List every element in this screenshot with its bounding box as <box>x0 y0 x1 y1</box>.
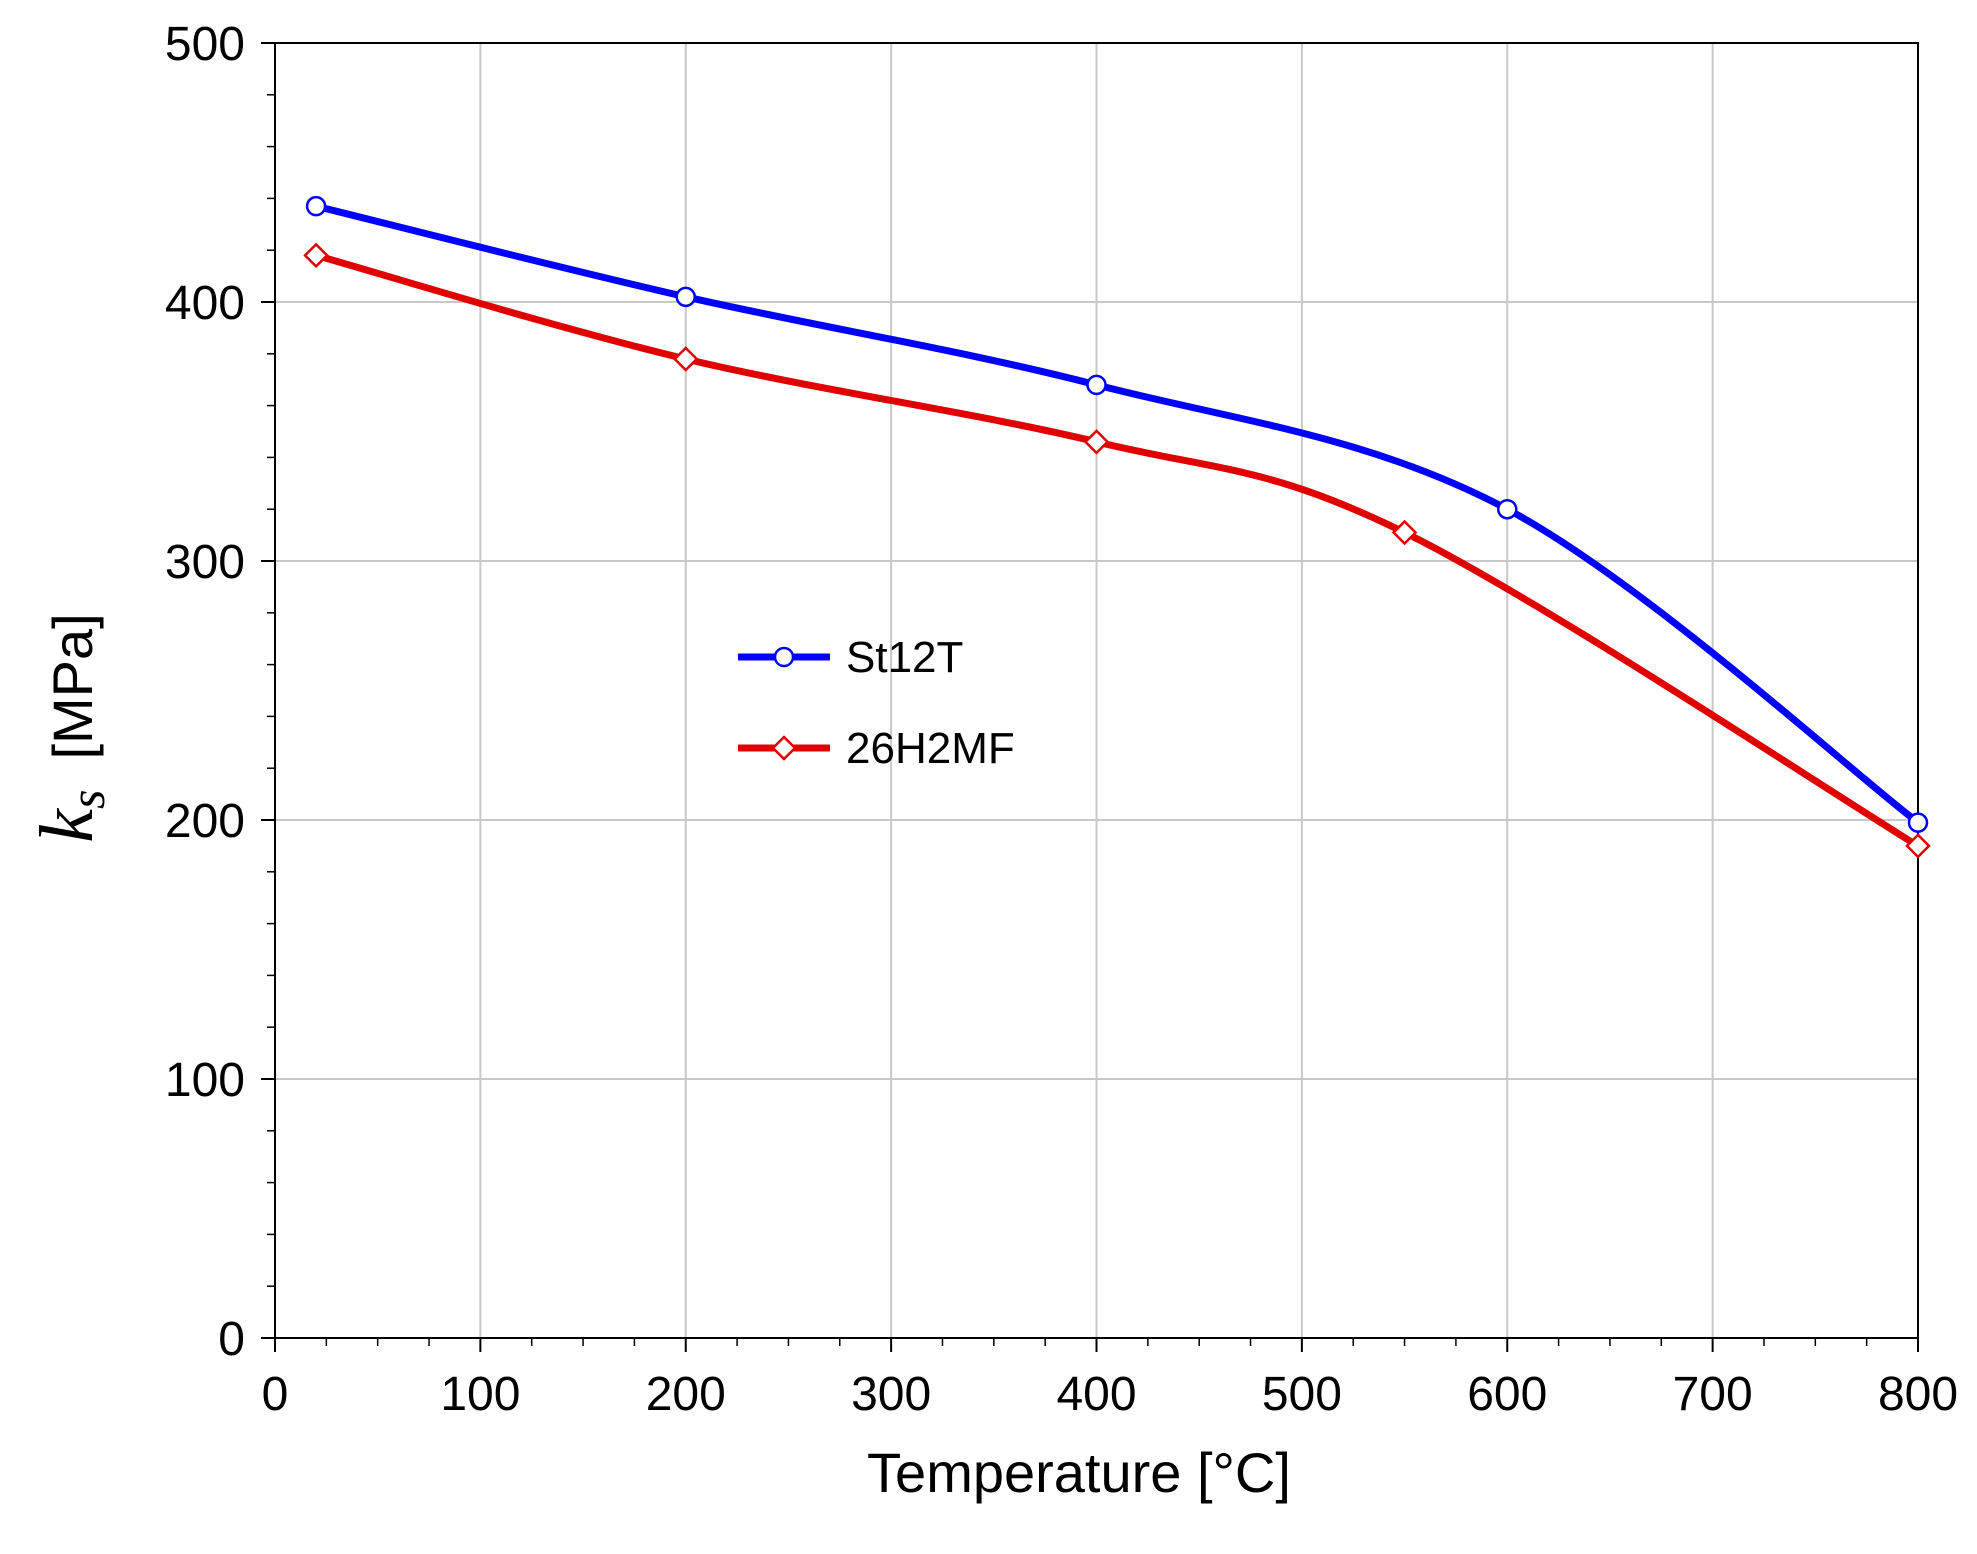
x-tick-label: 600 <box>1467 1368 1547 1421</box>
data-point-st12t <box>305 195 327 217</box>
data-point-26h2mf <box>303 242 329 269</box>
data-point-st12t <box>675 286 696 308</box>
x-tick-label: 800 <box>1878 1368 1958 1421</box>
axes: 0 100 200 300 400 500 600 700 800 0 100 200 300 400 50… <box>165 18 1958 1421</box>
legend-label-st12t: St12T <box>846 633 963 682</box>
y-axis-title-symbol: k <box>25 808 109 843</box>
legend-label-26h2mf: 26H2MF <box>846 724 1015 773</box>
y-tick-label: 500 <box>165 18 245 71</box>
series-markers <box>303 195 1931 859</box>
y-tick-label: 300 <box>165 536 245 589</box>
x-tick-label: 300 <box>851 1368 931 1421</box>
y-axis-title: ks [MPa] <box>25 613 115 842</box>
legend-marker-st12t <box>773 646 795 668</box>
data-point-st12t <box>1086 374 1107 396</box>
y-tick-label: 400 <box>165 277 245 330</box>
x-tick-label: 700 <box>1673 1368 1753 1421</box>
data-point-26h2mf <box>1391 519 1418 546</box>
data-point-26h2mf <box>1905 833 1931 859</box>
x-axis-title: Temperature [°C] <box>867 1441 1291 1504</box>
y-tick-label: 100 <box>165 1054 245 1107</box>
data-point-26h2mf <box>1083 429 1110 455</box>
x-tick-label: 0 <box>262 1368 289 1421</box>
y-tick-label: 200 <box>165 795 245 848</box>
x-tick-label: 200 <box>646 1368 726 1421</box>
data-point-26h2mf <box>672 346 699 372</box>
y-tick-label: 0 <box>218 1313 245 1366</box>
data-point-st12t <box>1497 498 1518 520</box>
series-line-26h2mf <box>312 251 1922 850</box>
x-tick-label: 400 <box>1056 1368 1136 1421</box>
svg-text:ks[MPa]: ks [MPa] <box>25 613 115 842</box>
y-axis-title-subscript: s <box>59 790 115 809</box>
series-line-st12t <box>312 202 1922 827</box>
plot-frame <box>274 42 1919 1339</box>
legend: St12T 26H2MF <box>738 633 1015 773</box>
x-tick-label: 100 <box>440 1368 520 1421</box>
data-point-st12t <box>1907 812 1929 833</box>
y-axis-title-unit: [MPa] <box>41 613 104 759</box>
x-tick-label: 500 <box>1262 1368 1342 1421</box>
legend-marker-26h2mf <box>771 735 797 761</box>
grid-lines <box>275 43 1918 1338</box>
